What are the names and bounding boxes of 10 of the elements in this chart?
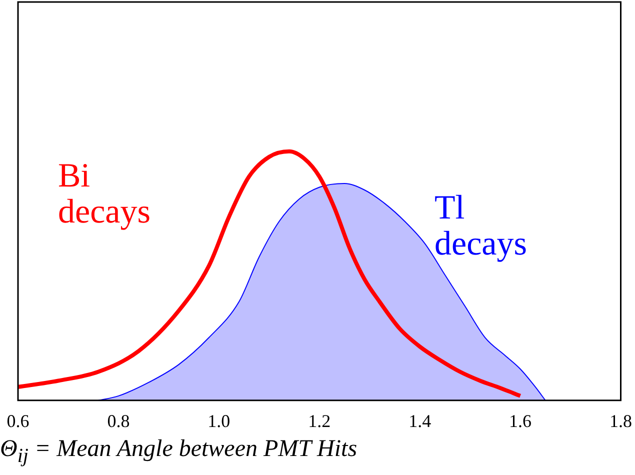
x-tick-label: 1.6 bbox=[509, 410, 532, 431]
series-label: Tl decays bbox=[434, 190, 528, 263]
x-tick-label: 1.4 bbox=[408, 410, 432, 431]
x-tick-label: 0.6 bbox=[6, 410, 30, 431]
x-tick-label: 1.8 bbox=[610, 410, 632, 431]
series-label: Bi decays bbox=[58, 157, 151, 230]
x-tick-label: 1.2 bbox=[308, 410, 331, 431]
x-axis-title: Θ$_{ij}$ = Mean Angle between PMT Hits bbox=[0, 436, 358, 468]
x-tick-label: 0.8 bbox=[107, 410, 130, 431]
x-tick-label: 1.0 bbox=[208, 410, 230, 431]
